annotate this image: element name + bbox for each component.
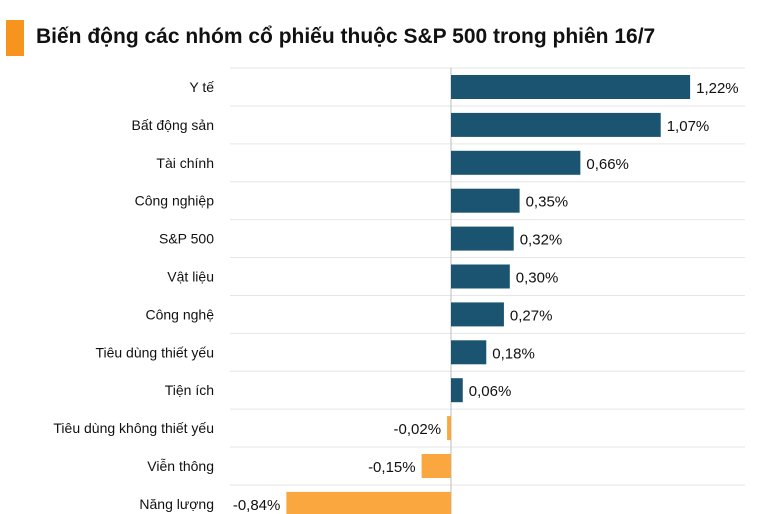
bar xyxy=(451,378,463,403)
data-label: 0,35% xyxy=(526,194,569,211)
bar xyxy=(451,302,504,327)
category-label: Tiêu dùng không thiết yếu xyxy=(53,420,214,436)
category-label: Năng lượng xyxy=(139,496,214,512)
bar xyxy=(451,150,581,175)
category-label: S&P 500 xyxy=(159,231,214,247)
data-label: -0,84% xyxy=(233,497,281,514)
data-label: 0,32% xyxy=(520,232,563,249)
category-label: Y tế xyxy=(189,79,214,95)
category-label: Tài chính xyxy=(156,155,214,171)
data-label: 0,18% xyxy=(492,345,535,362)
data-label: 0,06% xyxy=(469,383,512,400)
category-label: Viễn thông xyxy=(147,458,214,474)
data-label: 1,22% xyxy=(696,80,739,97)
bar xyxy=(451,264,510,289)
bar xyxy=(451,112,661,137)
bar xyxy=(421,454,451,478)
category-label: Tiện ích xyxy=(165,382,214,398)
bar xyxy=(451,75,691,99)
data-label: 0,30% xyxy=(516,270,559,287)
data-label: 0,27% xyxy=(510,307,553,324)
chart-title: Biến động các nhóm cổ phiếu thuộc S&P 50… xyxy=(36,25,656,48)
title-accent-bar xyxy=(6,20,24,56)
category-label: Công nghệ xyxy=(145,306,214,322)
bar xyxy=(451,188,520,213)
data-label: -0,02% xyxy=(394,421,442,438)
data-label: 1,07% xyxy=(667,118,710,135)
data-label: 0,66% xyxy=(586,156,629,173)
bar xyxy=(447,416,451,441)
category-label: Vật liệu xyxy=(167,269,214,285)
category-label: Công nghiệp xyxy=(135,193,215,209)
bar xyxy=(286,491,451,514)
bar xyxy=(451,226,514,251)
bar xyxy=(451,340,487,365)
data-label: -0,15% xyxy=(368,459,416,476)
category-label: Bất động sản xyxy=(131,117,214,133)
category-label: Tiêu dùng thiết yếu xyxy=(95,344,214,360)
